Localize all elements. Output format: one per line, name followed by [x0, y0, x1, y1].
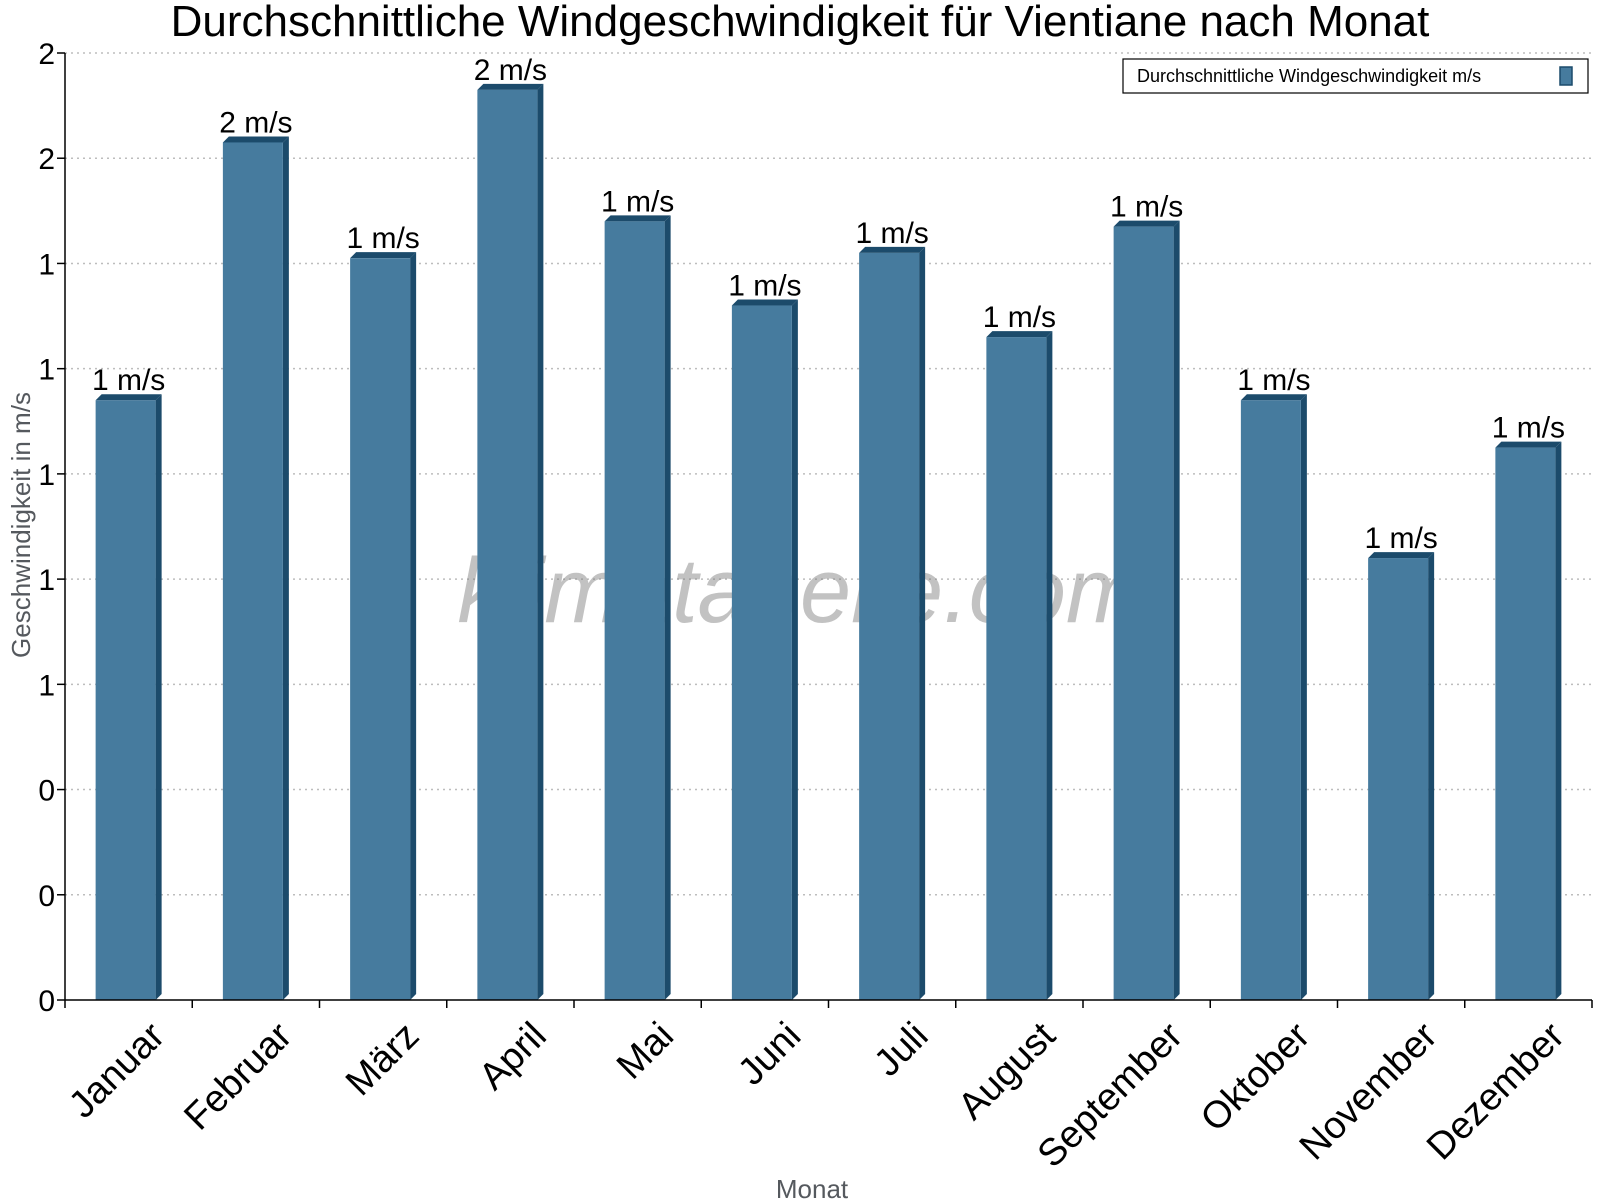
bar	[859, 246, 926, 1000]
data-label: 1 m/s	[855, 217, 928, 250]
bar-side-face	[1173, 220, 1180, 1000]
bar	[477, 83, 544, 1001]
x-tick-label: März	[338, 1015, 427, 1104]
x-tick-label: Mai	[609, 1015, 682, 1088]
bar	[986, 331, 1053, 1001]
bar-front-face	[95, 400, 156, 1000]
bar	[1368, 552, 1435, 1000]
bar-top-face	[222, 136, 289, 143]
data-label: 1 m/s	[92, 364, 165, 397]
bar-front-face	[1495, 447, 1556, 1000]
bar-top-face	[986, 331, 1053, 338]
bar-top-face	[859, 246, 926, 253]
data-label: 1 m/s	[1364, 522, 1437, 555]
x-tick-label: Dezember	[1419, 1014, 1573, 1168]
y-tick-label: 1	[38, 459, 55, 492]
x-tick-label: Juli	[866, 1015, 936, 1085]
bar-front-face	[604, 221, 665, 1000]
bar-front-face	[1368, 558, 1429, 1000]
x-axis-title: Monat	[776, 1174, 849, 1200]
data-label: 1 m/s	[601, 185, 674, 218]
data-label: 2 m/s	[219, 106, 292, 139]
data-labels: 1 m/s 2 m/s 1 m/s 2 m/s 1 m/s 1 m/s 1 m/s 1 m/s…	[92, 54, 1565, 555]
bar	[95, 394, 162, 1000]
bar-front-face	[986, 337, 1047, 1001]
bar-top-face	[95, 394, 162, 401]
data-label: 1 m/s	[983, 301, 1056, 334]
bar-top-face	[1113, 220, 1180, 227]
legend-label: Durchschnittliche Windgeschwindigkeit m/…	[1137, 66, 1481, 86]
bar-side-face	[1555, 441, 1562, 1000]
bar-top-face	[1495, 441, 1562, 448]
legend-swatch	[1559, 66, 1573, 86]
bar-top-face	[350, 252, 417, 259]
bar-top-face	[731, 299, 798, 306]
y-tick-label: 1	[38, 669, 55, 702]
bar	[1495, 441, 1562, 1000]
y-tick-label: 0	[38, 880, 55, 913]
bar-side-face	[155, 394, 162, 1000]
x-tick-label: November	[1292, 1014, 1446, 1168]
bar-top-face	[1240, 394, 1307, 401]
bars	[95, 83, 1562, 1001]
bar	[350, 252, 417, 1000]
bar-side-face	[282, 136, 289, 1000]
y-axis-title: Geschwindigkeit in m/s	[6, 392, 36, 658]
bar-side-face	[919, 246, 926, 1000]
bar	[731, 299, 798, 1000]
bar	[1240, 394, 1307, 1000]
bar-side-face	[791, 299, 798, 1000]
bar-side-face	[410, 252, 417, 1000]
data-label: 1 m/s	[346, 222, 419, 255]
bar	[604, 215, 671, 1000]
bar-side-face	[1046, 331, 1053, 1001]
bar-top-face	[604, 215, 671, 222]
y-tick-label: 1	[38, 248, 55, 281]
bar	[222, 136, 289, 1000]
bar	[1113, 220, 1180, 1000]
bar-front-face	[859, 252, 920, 1000]
bar-side-face	[1428, 552, 1435, 1000]
bar-side-face	[1300, 394, 1307, 1000]
y-tick-label: 2	[38, 143, 55, 176]
y-tick-label: 1	[38, 354, 55, 387]
data-label: 1 m/s	[1492, 412, 1565, 445]
bar-front-face	[1240, 400, 1301, 1000]
data-label: 1 m/s	[1110, 191, 1183, 224]
data-label: 2 m/s	[474, 54, 547, 87]
y-tick-label: 0	[38, 775, 55, 808]
bar-top-face	[1368, 552, 1435, 559]
grid-lines	[65, 52, 1592, 896]
x-tick-label: Juni	[730, 1015, 809, 1094]
legend-box	[1122, 58, 1589, 94]
bar-front-face	[731, 305, 792, 1000]
data-label: 1 m/s	[1237, 364, 1310, 397]
bar-top-face	[477, 83, 544, 90]
x-tick-label: April	[471, 1015, 554, 1098]
x-tick-label: Januar	[61, 1014, 173, 1126]
x-tick-label: August	[950, 1014, 1064, 1128]
y-tick-label: 1	[38, 564, 55, 597]
bar-front-face	[477, 89, 538, 1001]
bar-front-face	[350, 258, 411, 1000]
bar-side-face	[537, 83, 544, 1001]
bar-front-face	[222, 142, 283, 1000]
legend: Durchschnittliche Windgeschwindigkeit m/…	[1122, 58, 1589, 94]
y-tick-label: 0	[38, 985, 55, 1018]
y-tick-label: 2	[38, 38, 55, 71]
chart-title: Durchschnittliche Windgeschwindigkeit fü…	[170, 0, 1430, 46]
data-label: 1 m/s	[728, 270, 801, 303]
bar-side-face	[664, 215, 671, 1000]
bar-front-face	[1113, 226, 1174, 1000]
x-tick-label: Februar	[176, 1014, 300, 1138]
x-tick-label: Oktober	[1193, 1014, 1319, 1140]
